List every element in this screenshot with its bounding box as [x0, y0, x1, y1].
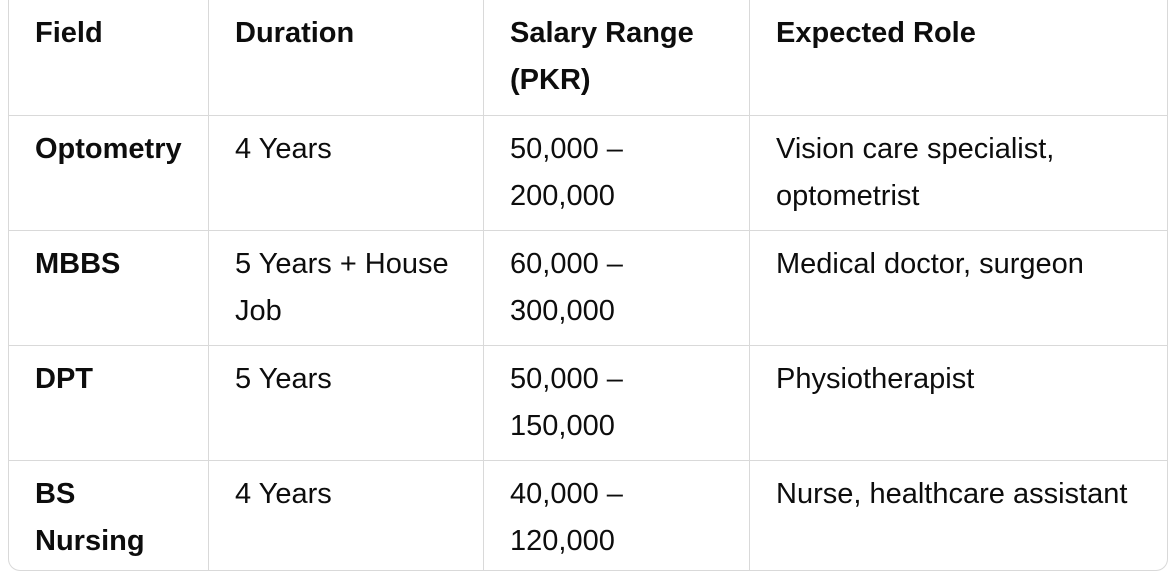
column-header-expected-role: Expected Role — [776, 17, 976, 49]
cell-expected-role: Nurse, healthcare assistant — [750, 460, 1167, 570]
table-row: Optometry 4 Years 50,000 – 200,000 Visio… — [9, 115, 1167, 230]
cell-expected-role: Physiotherapist — [750, 345, 1167, 460]
column-header-salary-range: Salary Range (PKR) — [484, 0, 750, 115]
table-body: Optometry 4 Years 50,000 – 200,000 Visio… — [9, 115, 1167, 570]
cell-duration: 5 Years + House Job — [209, 230, 484, 345]
column-header-field: Field — [9, 0, 209, 115]
cell-field: DPT — [9, 345, 209, 460]
column-header-duration: Duration — [209, 0, 484, 115]
table-header: Field Duration Salary Range (PKR) Expect… — [9, 0, 1167, 115]
cell-salary-range: 60,000 – 300,000 — [484, 230, 750, 345]
cell-salary-range: 50,000 – 200,000 — [484, 115, 750, 230]
cell-duration: 5 Years — [209, 345, 484, 460]
cell-field: Optometry — [9, 115, 209, 230]
cell-field: MBBS — [9, 230, 209, 345]
table-row: DPT 5 Years 50,000 – 150,000 Physiothera… — [9, 345, 1167, 460]
cell-expected-role: Vision care specialist, optometrist — [750, 115, 1167, 230]
medical-fields-table: Field Duration Salary Range (PKR) Expect… — [9, 0, 1167, 570]
cell-duration: 4 Years — [209, 460, 484, 570]
careers-table-frame: Field Duration Salary Range (PKR) Expect… — [8, 0, 1168, 571]
cell-salary-range: 50,000 – 150,000 — [484, 345, 750, 460]
cell-expected-role: Medical doctor, surgeon — [750, 230, 1167, 345]
cell-salary-range: 40,000 – 120,000 — [484, 460, 750, 570]
table-row: BS Nursing 4 Years 40,000 – 120,000 Nurs… — [9, 460, 1167, 570]
cell-duration: 4 Years — [209, 115, 484, 230]
table-row: MBBS 5 Years + House Job 60,000 – 300,00… — [9, 230, 1167, 345]
header-row: Field Duration Salary Range (PKR) Expect… — [9, 0, 1167, 115]
cell-field: BS Nursing — [9, 460, 209, 570]
